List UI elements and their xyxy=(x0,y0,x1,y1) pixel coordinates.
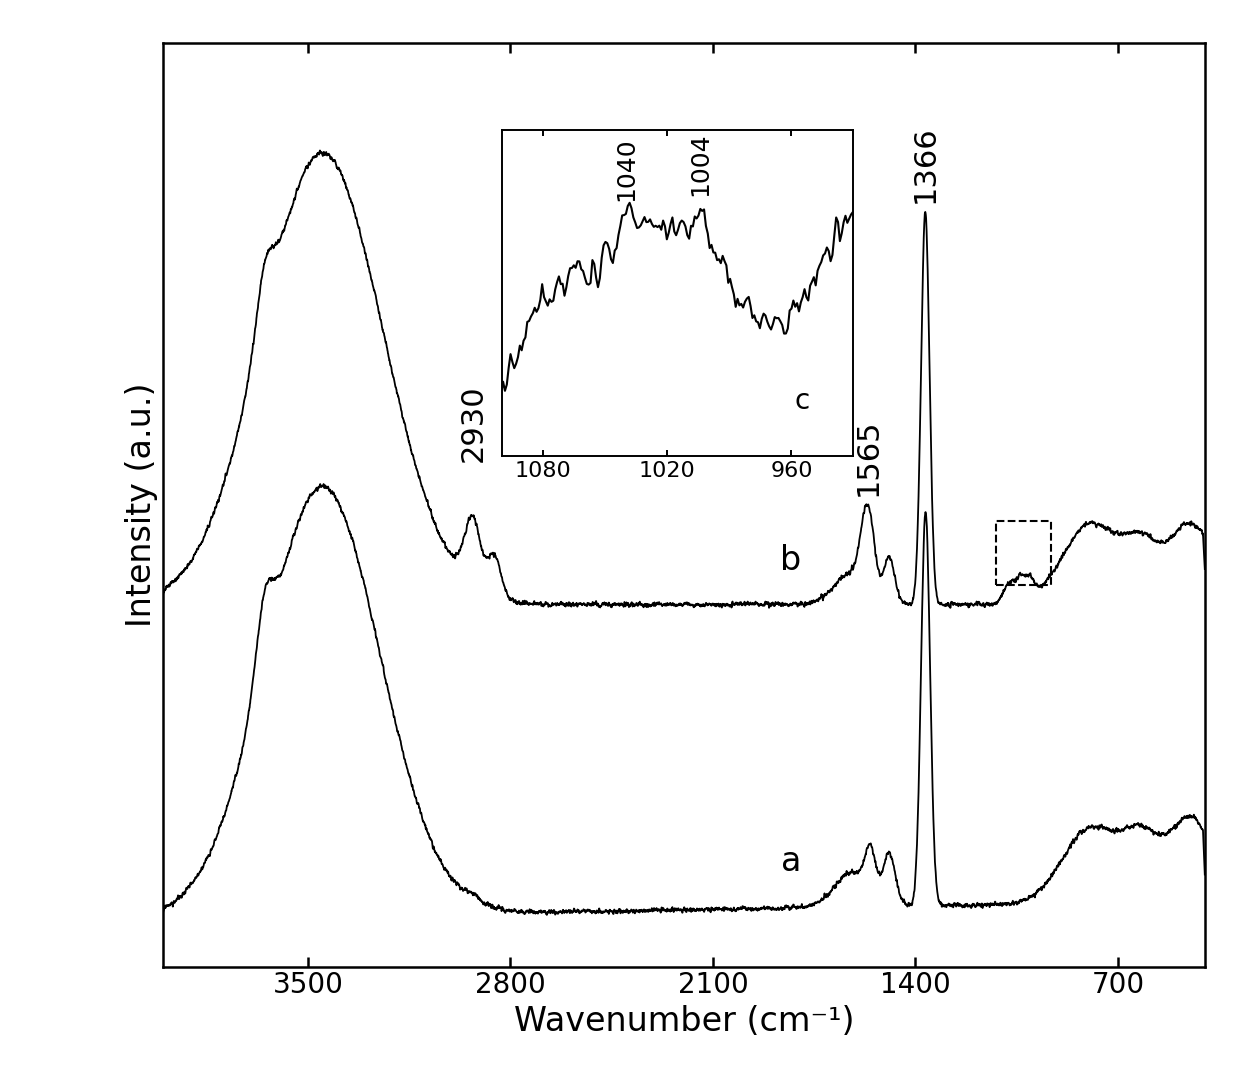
Text: b: b xyxy=(781,544,802,578)
Text: 1004: 1004 xyxy=(689,132,713,197)
Text: 1565: 1565 xyxy=(853,418,882,496)
Text: 1366: 1366 xyxy=(911,125,940,203)
Text: a: a xyxy=(781,846,801,879)
Bar xyxy=(996,521,1052,584)
Text: 1040: 1040 xyxy=(614,138,638,201)
Y-axis label: Intensity (a.u.): Intensity (a.u.) xyxy=(124,382,158,628)
Text: 2930: 2930 xyxy=(458,384,487,462)
Text: c: c xyxy=(794,388,809,416)
X-axis label: Wavenumber (cm⁻¹): Wavenumber (cm⁻¹) xyxy=(513,1005,855,1038)
